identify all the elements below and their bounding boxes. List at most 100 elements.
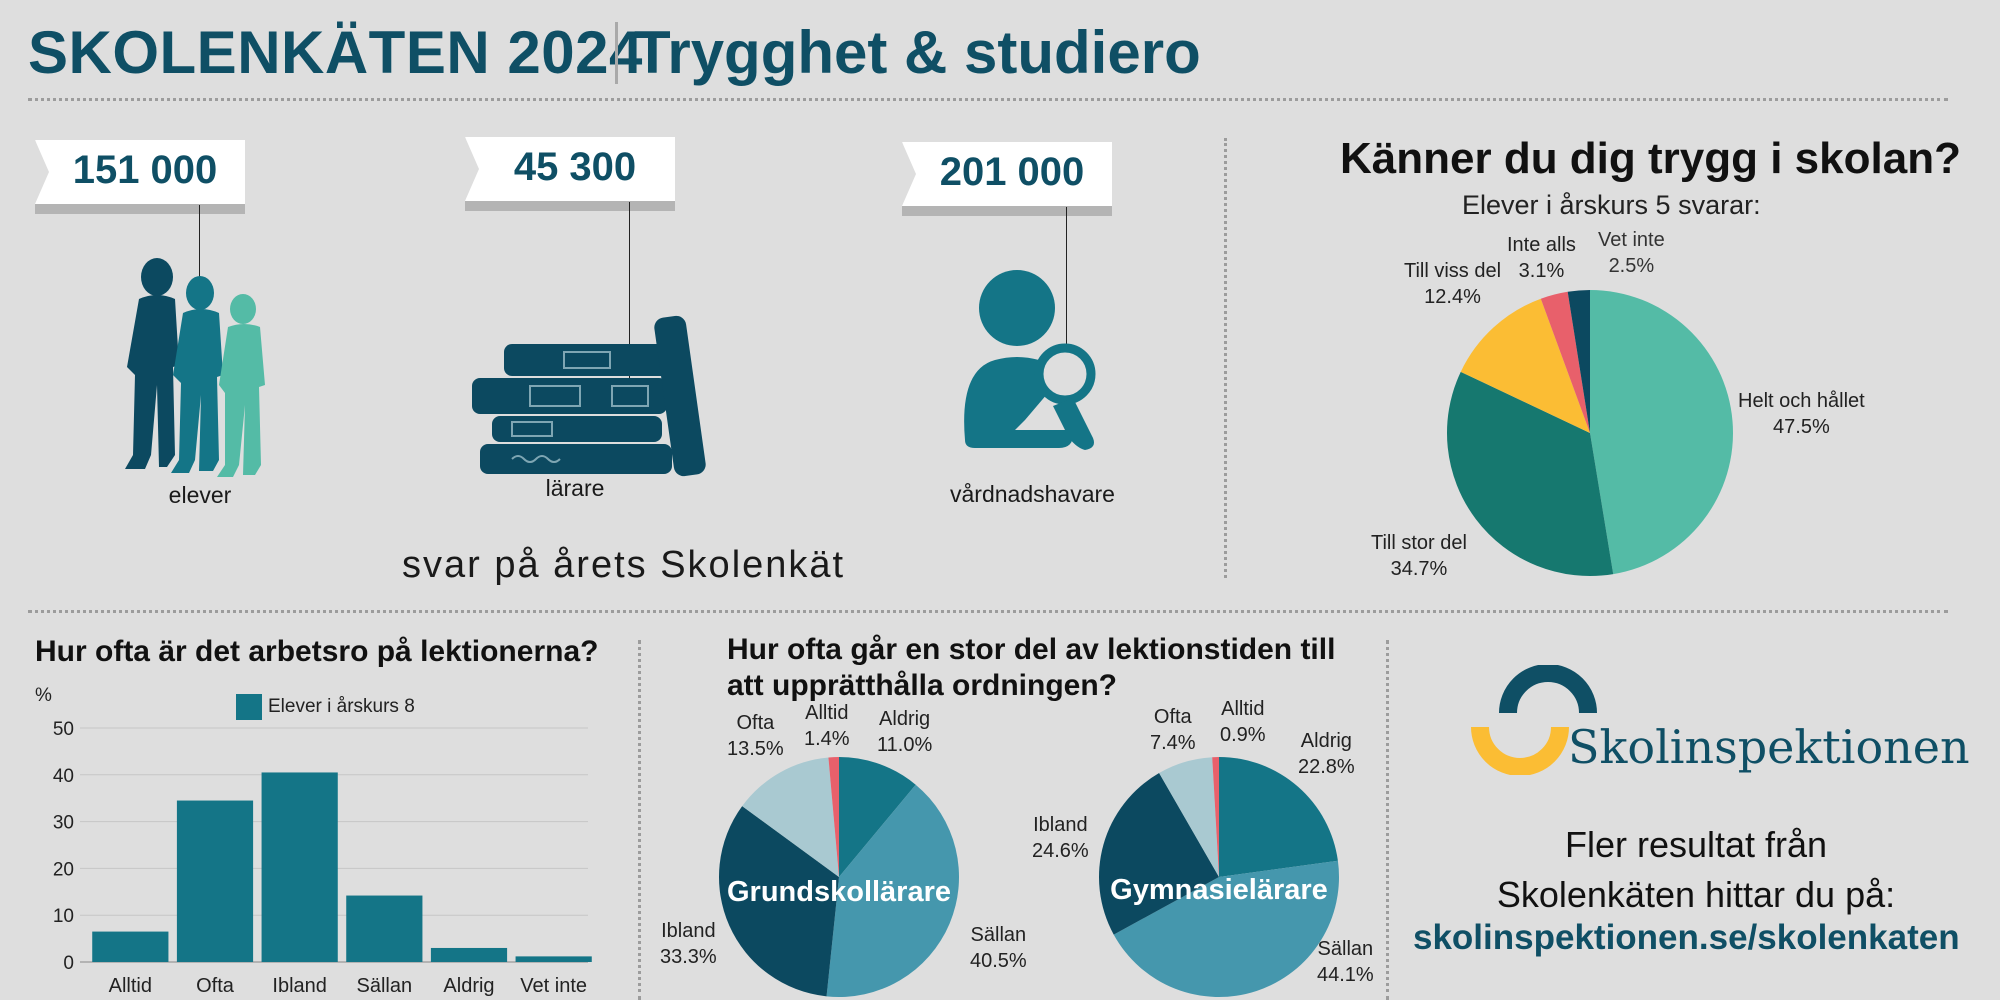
pie-center-title: Gymnasielärare <box>1110 874 1328 906</box>
pie-slice-alltid <box>828 757 839 877</box>
pie-label-name: Vet inte <box>1598 229 1665 251</box>
pie-label: Ibland 24.6% <box>1032 812 1089 864</box>
pie-label: Till viss del 12.4% <box>1404 258 1501 310</box>
bar-aldrig <box>430 947 508 962</box>
pie-slice-aldrig <box>839 757 916 877</box>
pie-label: Inte alls 3.1% <box>1507 232 1576 284</box>
banner-shape <box>35 140 245 214</box>
pie-label-name: Aldrig <box>1300 730 1352 752</box>
x-tick-label: Sällan <box>357 975 413 997</box>
safety-pie-question: Känner du dig trygg i skolan? <box>1340 134 1961 183</box>
teacher-pie-gymnasium <box>1099 757 1339 998</box>
header-divider <box>28 98 1948 101</box>
pie-slice-sällan <box>826 784 959 997</box>
pie-label-value: 11.0% <box>877 734 933 756</box>
pie-label-name: Sällan <box>970 924 1027 946</box>
pie-label: Aldrig 22.8% <box>1298 728 1355 780</box>
pie-label: Sällan 44.1% <box>1317 936 1374 988</box>
skolinspektionen-logo-text: Skolinspektionen <box>1568 720 1970 774</box>
bar-chart-legend: Elever i årskurs 8 <box>236 694 415 720</box>
pie-slice-ofta <box>742 757 839 877</box>
pie-slice-inte-alls <box>1540 291 1590 433</box>
respondents-tagline: svar på årets Skolenkät <box>402 544 846 586</box>
pie-label: Sällan 40.5% <box>970 922 1027 974</box>
y-tick-label: 0 <box>63 953 74 974</box>
pie-label-name: Alltid <box>805 702 849 724</box>
middle-divider <box>28 610 1948 613</box>
pie-label: Vet inte 2.5% <box>1598 227 1665 279</box>
respondent-label-teachers: lärare <box>545 475 605 501</box>
y-tick-label: 10 <box>53 906 74 927</box>
respondent-count-teachers: 45 300 <box>513 145 637 189</box>
pie-center-title: Grundskollärare <box>726 876 952 908</box>
pie-label-value: 2.5% <box>1608 255 1655 277</box>
x-tick-label: Ibland <box>272 975 327 997</box>
pie-slice-sällan <box>1113 860 1339 998</box>
pie-label-name: Ofta <box>736 712 775 734</box>
pie-label-value: 13.5% <box>727 738 784 760</box>
pie-label-name: Ibland <box>1033 814 1088 836</box>
legend-label: Elever i årskurs 8 <box>268 696 415 717</box>
pie-label-value: 7.4% <box>1150 732 1196 754</box>
pie-slice-ibland <box>1099 773 1219 935</box>
respondent-banner-guardians: 201 000 <box>902 142 1112 217</box>
title-divider <box>615 22 618 84</box>
pie-label: Ibland 33.3% <box>660 918 717 970</box>
bar-sällan <box>346 895 423 962</box>
pie-label-name: Alltid <box>1221 698 1265 720</box>
skolenkaten-link[interactable]: skolinspektionen.se/skolenkaten <box>1413 918 1960 957</box>
bar-chart-unit: % <box>35 685 52 706</box>
pie-label-value: 47.5% <box>1773 416 1830 438</box>
pie-label-name: Ibland <box>661 920 716 942</box>
pie-label-name: Aldrig <box>879 708 931 730</box>
pie-label: Till stor del 34.7% <box>1371 530 1467 582</box>
pie-label-value: 24.6% <box>1032 840 1089 862</box>
y-tick-label: 20 <box>53 859 74 880</box>
legend-swatch <box>236 694 262 720</box>
cta-line: Fler resultat från <box>1564 824 1828 865</box>
pie-label-value: 33.3% <box>660 946 717 968</box>
pie-label: Helt och hållet 47.5% <box>1738 388 1865 440</box>
y-tick-label: 30 <box>53 813 74 834</box>
section-divider <box>1386 640 1389 1000</box>
safety-pie-subtitle: Elever i årskurs 5 svarar: <box>1462 190 1761 220</box>
respondent-count-guardians: 201 000 <box>939 150 1085 194</box>
pie-label-value: 22.8% <box>1298 756 1355 778</box>
pie-label-name: Till viss del <box>1404 260 1502 282</box>
connector-line <box>629 202 630 379</box>
pie-label-name: Ofta <box>1153 706 1192 728</box>
pie-label-value: 34.7% <box>1390 558 1448 580</box>
bar-alltid <box>92 931 169 962</box>
order-pies-title: Hur ofta går en stor del av lektionstide… <box>727 633 1336 702</box>
cta-line: Skolenkäten hittar du på: <box>1496 874 1896 916</box>
x-tick-label: Ofta <box>196 975 235 997</box>
bar-chart: 0 10 20 30 40 50 Alltid Ofta Ibland Sällan Aldrig V… <box>53 719 592 997</box>
x-tick-label: Alltid <box>109 975 152 997</box>
section-divider <box>1224 138 1227 578</box>
pie-label: Aldrig 11.0% <box>877 706 932 758</box>
bar-ofta <box>176 800 254 962</box>
respondent-banner-teachers: 45 300 <box>465 137 675 212</box>
y-tick-label: 40 <box>53 766 74 787</box>
x-tick-label: Vet inte <box>520 975 587 997</box>
banner-shape <box>465 137 675 211</box>
pie-label-value: 44.1% <box>1317 964 1374 986</box>
respondent-label-guardians: vårdnadshavare <box>950 481 1115 507</box>
pie-slice-vet-inte <box>1567 290 1590 433</box>
respondent-banner-students: 151 000 <box>35 140 245 215</box>
teacher-pie-grundskola <box>719 757 959 997</box>
safety-pie-chart <box>1447 290 1734 576</box>
respondent-label-students: elever <box>168 482 232 508</box>
pie-slice-till-stor-del <box>1447 371 1614 576</box>
pie-label: Ofta 13.5% <box>727 710 784 762</box>
pie-slice-alltid <box>1212 757 1219 877</box>
banner-shape <box>902 142 1112 216</box>
x-tick-label: Aldrig <box>443 975 494 997</box>
y-tick-label: 50 <box>53 719 74 740</box>
pie-label: Ofta 7.4% <box>1150 704 1196 756</box>
page-subtitle: Trygghet & studiero <box>634 19 1201 86</box>
pie-slice-ibland <box>719 806 839 997</box>
cta-text: Fler resultat från Skolenkäten hittar du… <box>1416 820 1976 921</box>
pie-slice-till-viss-del <box>1460 298 1590 433</box>
bar-vet-inte <box>515 956 592 962</box>
